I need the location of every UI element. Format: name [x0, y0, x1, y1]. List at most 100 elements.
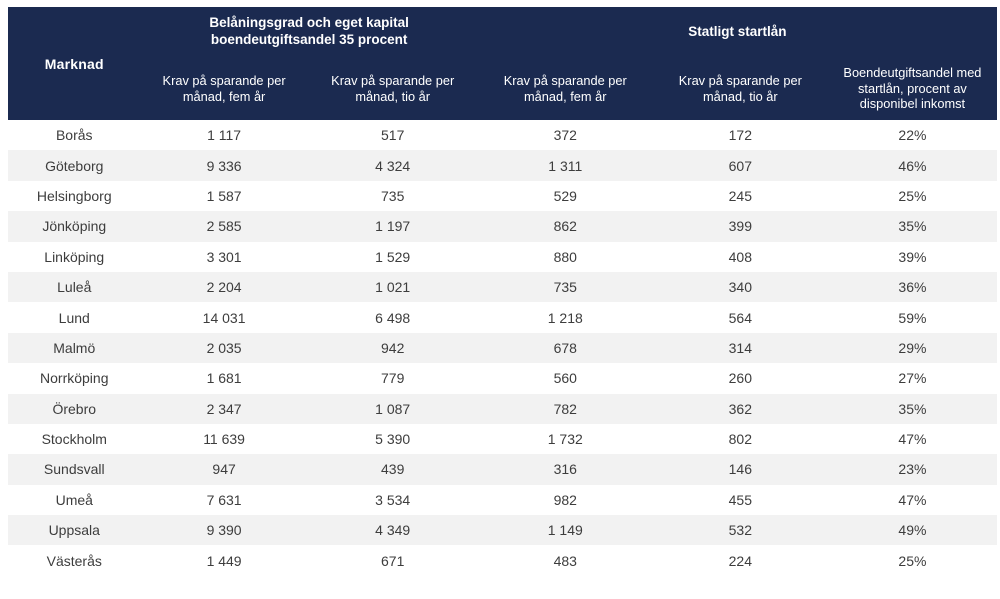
value-cell: 27%	[827, 363, 997, 394]
savings-requirements-table: Marknad Belåningsgrad och eget kapital b…	[8, 7, 997, 576]
value-cell: 3 301	[140, 241, 308, 272]
value-cell: 314	[652, 332, 828, 364]
value-cell: 260	[652, 363, 828, 394]
value-cell: 4 324	[307, 150, 478, 181]
value-cell: 23%	[827, 454, 997, 485]
value-cell: 1 311	[477, 150, 653, 181]
value-cell: 316	[477, 454, 653, 485]
table-row: Borås 1 117 517 372 172 22%	[8, 120, 997, 151]
value-cell: 4 349	[307, 515, 478, 546]
market-cell: Linköping	[8, 241, 141, 272]
market-cell: Luleå	[8, 271, 141, 303]
sub-header-boendeutgiftsandel: Boendeutgiftsandel med startlån, procent…	[827, 57, 997, 120]
market-cell: Helsingborg	[8, 180, 141, 212]
column-header-marknad: Marknad	[8, 7, 141, 120]
value-cell: 455	[652, 484, 828, 516]
value-cell: 802	[652, 423, 828, 455]
table-row: Luleå 2 204 1 021 735 340 36%	[8, 271, 997, 303]
value-cell: 517	[307, 120, 478, 151]
value-cell: 340	[652, 271, 828, 303]
value-cell: 1 149	[477, 515, 653, 546]
value-cell: 46%	[827, 150, 997, 181]
value-cell: 779	[307, 363, 478, 394]
value-cell: 372	[477, 120, 653, 151]
value-cell: 529	[477, 180, 653, 212]
value-cell: 47%	[827, 484, 997, 516]
table-row: Sundsvall 947 439 316 146 23%	[8, 454, 997, 485]
value-cell: 1 087	[307, 393, 478, 424]
value-cell: 1 021	[307, 271, 478, 303]
value-cell: 362	[652, 393, 828, 424]
value-cell: 14 031	[140, 302, 308, 333]
value-cell: 1 197	[307, 211, 478, 242]
value-cell: 880	[477, 241, 653, 272]
value-cell: 735	[307, 180, 478, 212]
value-cell: 9 390	[140, 515, 308, 546]
table-row: Helsingborg 1 587 735 529 245 25%	[8, 180, 997, 212]
value-cell: 25%	[827, 545, 997, 576]
sub-header-tio-ar-1: Krav på sparande per månad, tio år	[307, 57, 478, 120]
value-cell: 982	[477, 484, 653, 516]
value-cell: 735	[477, 271, 653, 303]
value-cell: 1 117	[140, 120, 308, 151]
value-cell: 35%	[827, 211, 997, 242]
market-cell: Stockholm	[8, 423, 141, 455]
value-cell: 7 631	[140, 484, 308, 516]
value-cell: 560	[477, 363, 653, 394]
group-header-belaningsgrad: Belåningsgrad och eget kapital boendeutg…	[140, 7, 478, 57]
market-cell: Umeå	[8, 484, 141, 516]
value-cell: 2 035	[140, 332, 308, 364]
value-cell: 245	[652, 180, 828, 212]
sub-header-row: Krav på sparande per månad, fem år Krav …	[8, 57, 997, 120]
group-header-belaningsgrad-label: Belåningsgrad och eget kapital boendeutg…	[209, 15, 409, 47]
table-row: Örebro 2 347 1 087 782 362 35%	[8, 393, 997, 424]
market-cell: Göteborg	[8, 150, 141, 181]
table-row: Umeå 7 631 3 534 982 455 47%	[8, 484, 997, 516]
table-row: Uppsala 9 390 4 349 1 149 532 49%	[8, 515, 997, 546]
market-cell: Sundsvall	[8, 454, 141, 485]
value-cell: 408	[652, 241, 828, 272]
value-cell: 172	[652, 120, 828, 151]
value-cell: 224	[652, 545, 828, 576]
table-row: Lund 14 031 6 498 1 218 564 59%	[8, 302, 997, 333]
table-row: Stockholm 11 639 5 390 1 732 802 47%	[8, 423, 997, 455]
market-cell: Uppsala	[8, 515, 141, 546]
value-cell: 678	[477, 332, 653, 364]
group-header-statligt-startlan: Statligt startlån	[477, 7, 997, 57]
value-cell: 6 498	[307, 302, 478, 333]
value-cell: 2 204	[140, 271, 308, 303]
value-cell: 39%	[827, 241, 997, 272]
sub-header-tio-ar-2: Krav på sparande per månad, tio år	[652, 57, 828, 120]
value-cell: 399	[652, 211, 828, 242]
value-cell: 483	[477, 545, 653, 576]
value-cell: 25%	[827, 180, 997, 212]
value-cell: 3 534	[307, 484, 478, 516]
table-header: Marknad Belåningsgrad och eget kapital b…	[8, 7, 997, 120]
market-cell: Norrköping	[8, 363, 141, 394]
value-cell: 22%	[827, 120, 997, 151]
table-body: Borås 1 117 517 372 172 22% Göteborg 9 3…	[8, 120, 997, 576]
market-cell: Borås	[8, 120, 141, 151]
value-cell: 862	[477, 211, 653, 242]
value-cell: 947	[140, 454, 308, 485]
value-cell: 532	[652, 515, 828, 546]
value-cell: 5 390	[307, 423, 478, 455]
table-row: Malmö 2 035 942 678 314 29%	[8, 332, 997, 364]
value-cell: 1 449	[140, 545, 308, 576]
market-cell: Västerås	[8, 545, 141, 576]
table-row: Norrköping 1 681 779 560 260 27%	[8, 363, 997, 394]
value-cell: 1 732	[477, 423, 653, 455]
value-cell: 59%	[827, 302, 997, 333]
value-cell: 782	[477, 393, 653, 424]
market-cell: Jönköping	[8, 211, 141, 242]
value-cell: 2 585	[140, 211, 308, 242]
value-cell: 35%	[827, 393, 997, 424]
value-cell: 2 347	[140, 393, 308, 424]
group-header-row: Marknad Belåningsgrad och eget kapital b…	[8, 7, 997, 120]
value-cell: 11 639	[140, 423, 308, 455]
value-cell: 36%	[827, 271, 997, 303]
market-cell: Örebro	[8, 393, 141, 424]
value-cell: 146	[652, 454, 828, 485]
value-cell: 439	[307, 454, 478, 485]
